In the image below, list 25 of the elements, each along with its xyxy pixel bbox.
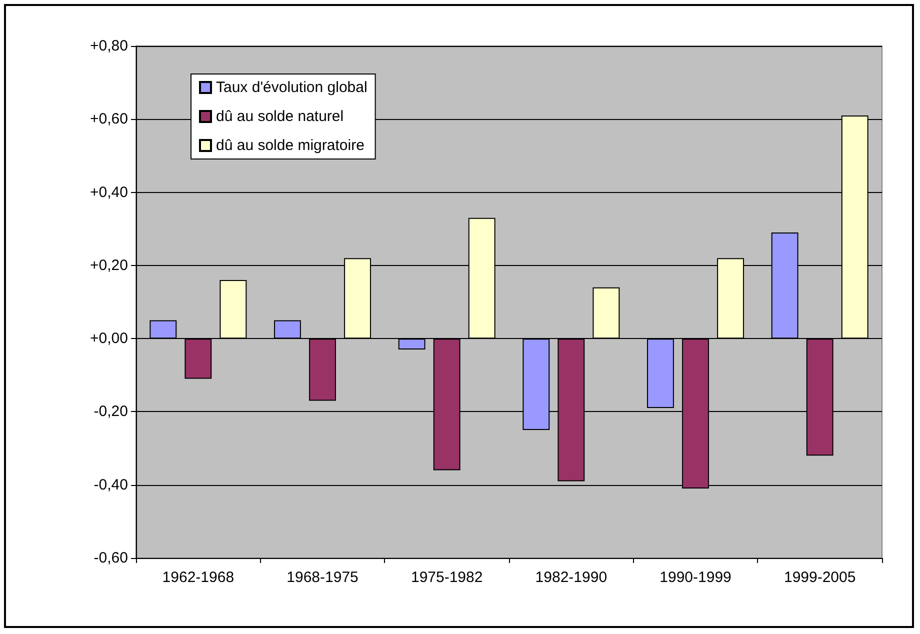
bar xyxy=(274,320,301,339)
y-tick-label: +0,40 xyxy=(90,184,128,201)
bar xyxy=(184,338,212,379)
legend-label: Taux d'évolution global xyxy=(216,79,368,96)
bar xyxy=(592,287,620,339)
y-tick-label: +0,00 xyxy=(90,330,128,348)
x-tick-label: 1982-1990 xyxy=(535,569,608,586)
y-tick-label: -0,60 xyxy=(94,550,128,566)
x-tick-label: 1999-2005 xyxy=(784,569,856,586)
bar xyxy=(150,320,177,339)
bar xyxy=(220,280,247,339)
y-tick-label: -0,40 xyxy=(94,476,128,494)
x-tick-label: 1975-1982 xyxy=(410,569,483,586)
y-tick-label: -0,20 xyxy=(94,403,128,420)
bar xyxy=(647,338,674,408)
legend-label: dû au solde migratoire xyxy=(216,137,364,154)
legend-label: dû au solde naturel xyxy=(216,108,344,125)
bar xyxy=(309,338,336,401)
y-tick-label: +0,80 xyxy=(90,38,128,54)
bar xyxy=(398,338,426,350)
x-tick-label: 1962-1968 xyxy=(162,569,234,586)
y-tick-label: +0,60 xyxy=(90,110,128,128)
y-tick-label: +0,20 xyxy=(90,256,128,274)
x-tick-label: 1968-1975 xyxy=(286,569,358,586)
x-tick-label: 1990-1999 xyxy=(660,569,732,586)
